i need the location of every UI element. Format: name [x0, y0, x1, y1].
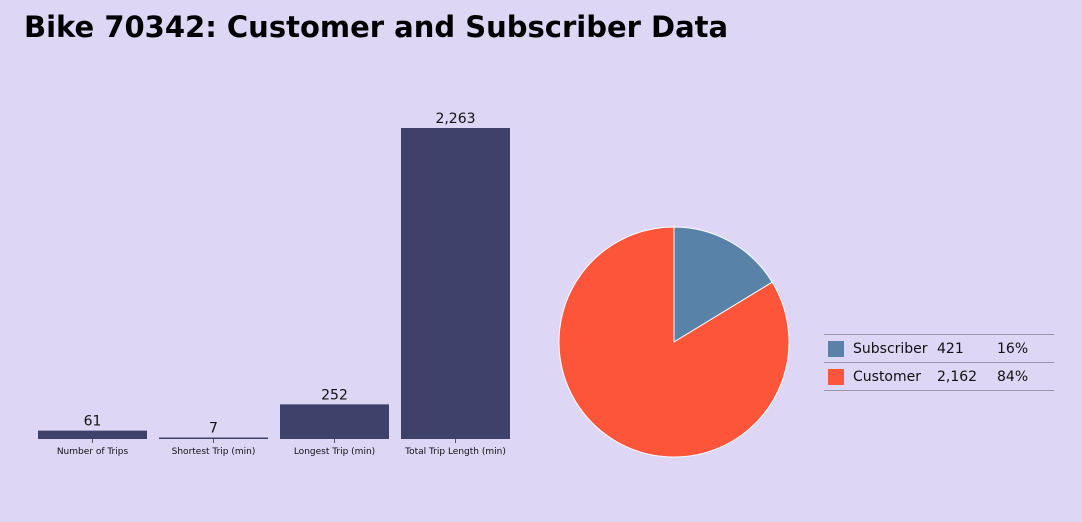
legend-percent: 16% — [997, 340, 1029, 357]
legend-name: Subscriber — [853, 340, 928, 357]
x-tick-label: Total Trip Length (min) — [404, 447, 506, 457]
legend-swatch-customer — [828, 368, 844, 385]
bar-0 — [38, 430, 147, 439]
bar-value-label: 2,263 — [435, 111, 475, 127]
legend-row-subscriber: Subscriber 421 16% — [824, 335, 1054, 363]
bar-1 — [159, 437, 268, 439]
legend-swatch-subscriber — [828, 340, 844, 357]
x-tick-label: Longest Trip (min) — [294, 447, 375, 457]
pie-legend: Subscriber 421 16% Customer 2,162 84% — [824, 334, 1054, 391]
pie-slice-subscriber — [673, 226, 773, 343]
legend-row-customer: Customer 2,162 84% — [824, 363, 1054, 391]
bar-3 — [401, 128, 510, 439]
x-tick-label: Shortest Trip (min) — [172, 447, 256, 457]
bar-chart: 61 Number of Trips 7 Shortest Trip (min) 252… — [38, 111, 510, 457]
legend-percent: 84% — [997, 368, 1029, 385]
page-title: Bike 70342: Customer and Subscriber Data — [24, 10, 729, 44]
legend-value: 2,162 — [937, 368, 978, 385]
legend-value: 421 — [937, 340, 964, 357]
pie-slice-customer — [558, 226, 790, 458]
x-tick-label: Number of Trips — [57, 447, 129, 457]
bar-value-label: 61 — [84, 414, 102, 430]
pie-chart — [558, 226, 790, 458]
bar-value-label: 7 — [209, 421, 218, 437]
bar-2 — [280, 404, 389, 439]
bar-value-label: 252 — [321, 387, 348, 403]
legend-name: Customer — [853, 368, 922, 385]
